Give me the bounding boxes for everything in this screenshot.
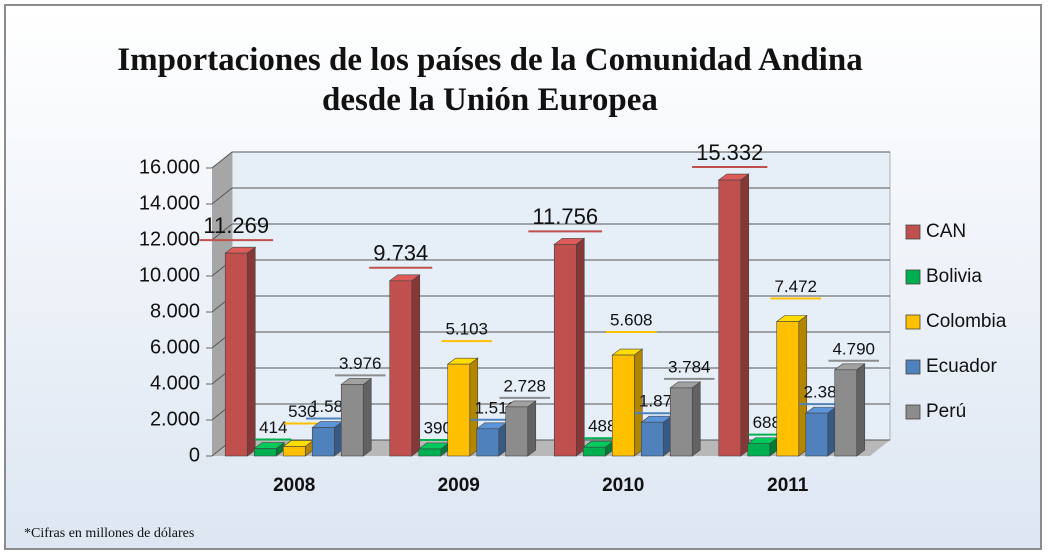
bar-side bbox=[246, 246, 256, 457]
data-label: 15.332 bbox=[696, 140, 763, 165]
y-tick-label: 10.000 bbox=[139, 264, 200, 286]
bar bbox=[224, 252, 248, 457]
bar bbox=[747, 443, 771, 457]
grid-line bbox=[211, 187, 233, 205]
bar bbox=[311, 427, 335, 457]
data-label: 3.976 bbox=[339, 354, 382, 373]
bar-side bbox=[691, 381, 701, 457]
bar bbox=[253, 448, 277, 457]
data-label: 11.756 bbox=[532, 204, 598, 229]
bar bbox=[418, 448, 442, 457]
chart-title: Importaciones de los países de la Comuni… bbox=[117, 42, 863, 118]
legend-swatch bbox=[905, 224, 921, 240]
legend-label: CAN bbox=[926, 221, 966, 242]
bar bbox=[582, 446, 606, 457]
data-label: 11.269 bbox=[203, 213, 269, 238]
bar bbox=[505, 406, 529, 457]
bar bbox=[447, 363, 471, 457]
bar bbox=[389, 280, 413, 457]
legend-swatch bbox=[905, 269, 921, 285]
data-label: 9.734 bbox=[373, 241, 428, 266]
data-label: 414 bbox=[259, 418, 287, 437]
x-tick-label: 2011 bbox=[767, 475, 809, 496]
y-tick-label: 2.000 bbox=[150, 408, 200, 430]
y-tick-label: 6.000 bbox=[150, 336, 200, 358]
bar bbox=[776, 321, 800, 457]
data-label: 4.790 bbox=[832, 339, 875, 358]
data-label: 7.472 bbox=[774, 277, 817, 296]
legend-swatch bbox=[905, 359, 921, 375]
data-label: 2.728 bbox=[503, 376, 546, 395]
data-label: 530 bbox=[288, 402, 316, 421]
footnote: *Cifras en millones de dólares bbox=[24, 526, 195, 541]
bar bbox=[669, 387, 693, 457]
bar-side bbox=[856, 363, 866, 457]
bar bbox=[640, 421, 664, 457]
bar-side bbox=[575, 237, 585, 457]
legend-label: Perú bbox=[926, 401, 966, 422]
bar-side bbox=[740, 173, 750, 457]
x-tick-label: 2008 bbox=[273, 475, 315, 496]
bar-side bbox=[527, 400, 537, 457]
grid-line bbox=[211, 151, 233, 169]
data-label: 3.784 bbox=[668, 357, 711, 376]
legend-label: Colombia bbox=[926, 311, 1007, 332]
bar bbox=[282, 446, 306, 457]
y-tick-label: 0 bbox=[189, 444, 200, 466]
legend-label: Ecuador bbox=[926, 356, 997, 377]
bar bbox=[553, 244, 577, 457]
bar bbox=[834, 369, 858, 457]
data-label: 688 bbox=[753, 413, 781, 432]
y-tick-label: 16.000 bbox=[139, 156, 200, 178]
y-tick-label: 12.000 bbox=[139, 228, 200, 250]
bar bbox=[340, 384, 364, 457]
x-tick-label: 2009 bbox=[438, 475, 480, 496]
data-label: 390 bbox=[424, 418, 452, 437]
legend-swatch bbox=[905, 314, 921, 330]
x-tick-label: 2010 bbox=[602, 475, 644, 496]
bar-side bbox=[411, 274, 421, 457]
y-tick-label: 4.000 bbox=[150, 372, 200, 394]
bar bbox=[805, 412, 829, 457]
bar-side bbox=[362, 377, 372, 457]
legend-swatch bbox=[905, 404, 921, 420]
data-label: 5.608 bbox=[610, 311, 653, 330]
bar bbox=[718, 179, 742, 457]
grid-line bbox=[211, 223, 233, 241]
data-label: 488 bbox=[588, 417, 616, 436]
bar bbox=[611, 354, 635, 457]
y-tick-label: 8.000 bbox=[150, 300, 200, 322]
bar bbox=[476, 428, 500, 457]
legend-label: Bolivia bbox=[926, 266, 982, 287]
y-tick-label: 14.000 bbox=[139, 192, 200, 214]
data-label: 5.103 bbox=[445, 320, 488, 339]
